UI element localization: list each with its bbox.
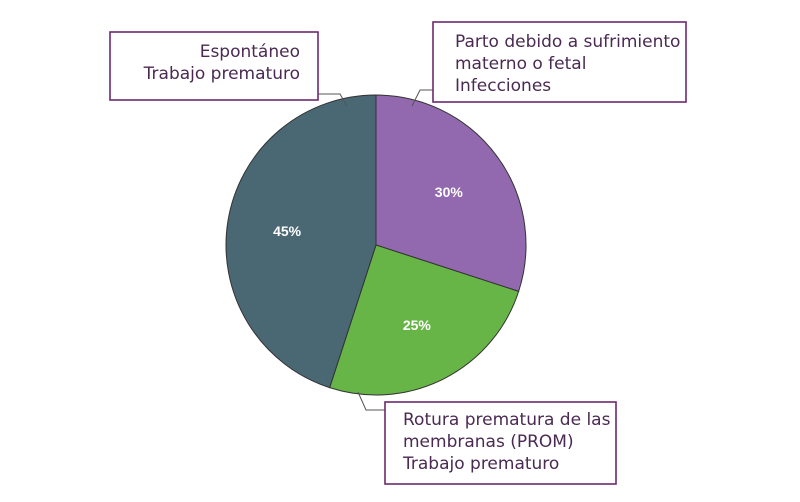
callout-text-line: Rotura prematura de las — [403, 410, 611, 430]
slice-label-prom: 25% — [403, 317, 432, 333]
leader-line-sufrimiento-infecciones — [411, 89, 433, 107]
callout-text-line: membranas (PROM) — [403, 432, 574, 452]
leader-line-espontaneo — [318, 93, 348, 107]
slice-label-sufrimiento-infecciones: 30% — [435, 184, 464, 200]
leader-line-prom — [357, 391, 385, 411]
callout-box-sufrimiento-infecciones — [432, 21, 687, 103]
pie-slice-espontaneo — [225, 94, 377, 389]
callout-text-line: Trabajo prematuro — [143, 64, 300, 84]
pie-slice-prom — [329, 244, 520, 396]
pie-slice-sufrimiento-infecciones — [375, 94, 527, 292]
slice-label-espontaneo: 45% — [273, 223, 302, 239]
callout-text-line: materno o fetal — [455, 54, 586, 74]
pie-slices — [225, 94, 527, 396]
callout-text-line: Espontáneo — [200, 42, 300, 62]
callout-leader-lines — [318, 89, 433, 411]
pie-slice-labels: 30% 25% 45% — [273, 184, 463, 333]
callout-text-line: Parto debido a sufrimiento — [455, 32, 680, 52]
callout-box-prom — [384, 401, 617, 485]
callout-text-line: Infecciones — [455, 76, 551, 96]
callout-text-line: Trabajo prematuro — [402, 454, 559, 474]
callout-box-espontaneo — [109, 31, 319, 101]
